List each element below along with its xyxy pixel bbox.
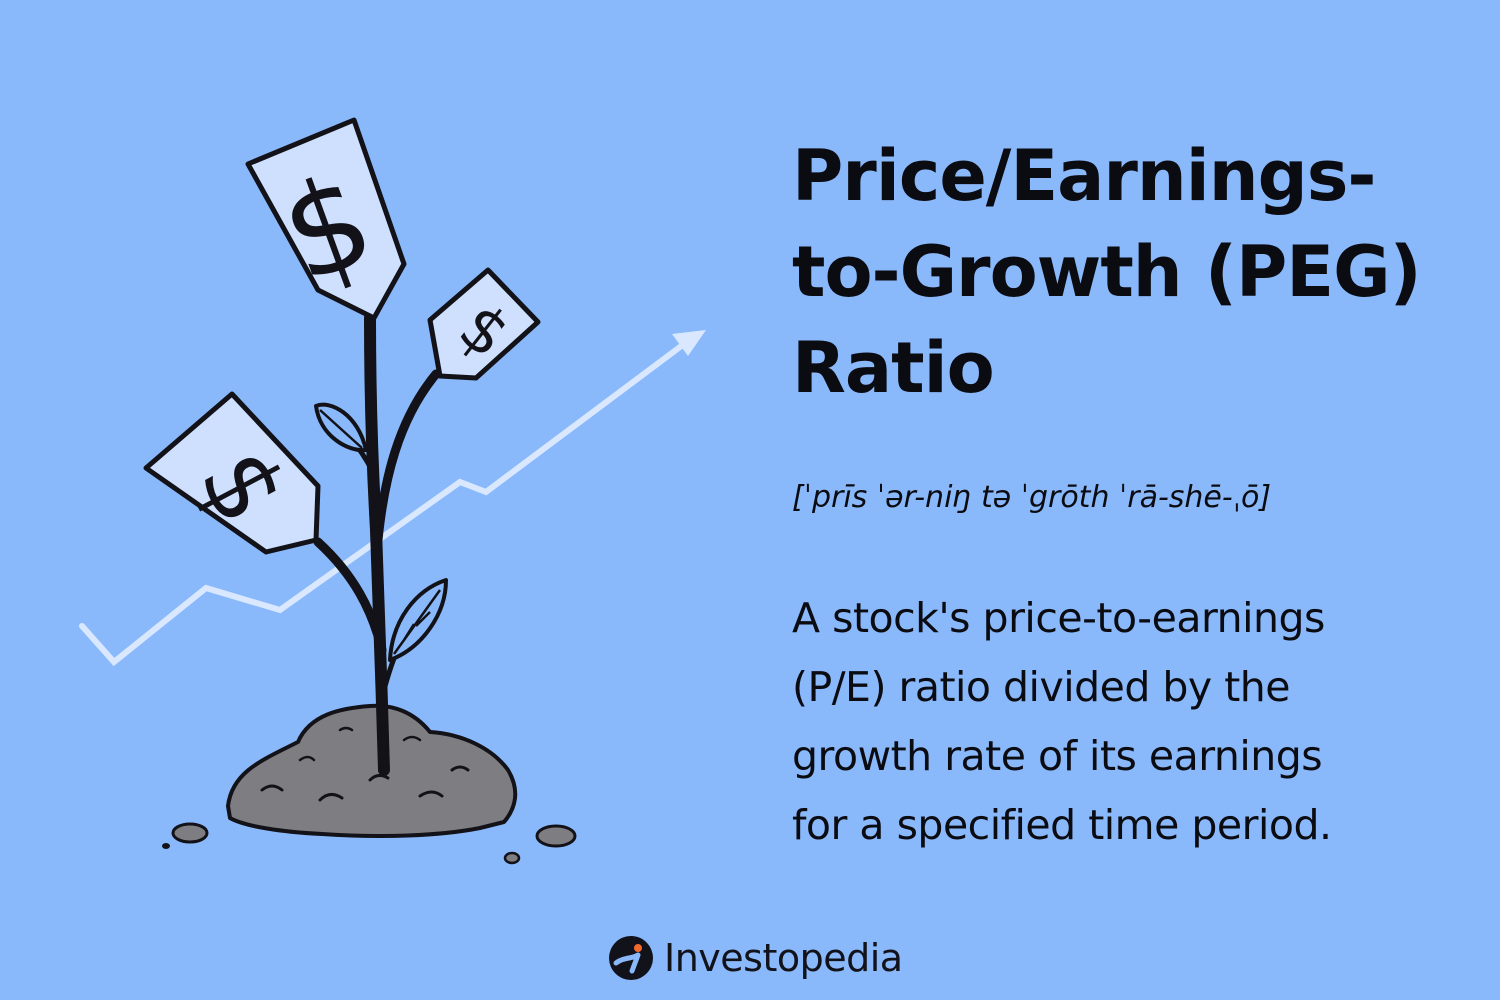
pronunciation-text: [ˈprīs ˈər-niŋ tə ˈgrōth ˈrā-shē-ˌō] — [792, 480, 1272, 515]
soil-mound-icon — [162, 703, 577, 865]
page-title: Price/Earnings- to-Growth (PEG) Ratio — [792, 135, 1422, 409]
definition-text: A stock's price-to-earnings (P/E) ratio … — [792, 594, 1332, 849]
brand-name: Investopedia — [664, 936, 903, 980]
leaf-icon — [388, 578, 448, 662]
price-tag-medium-icon: $ — [143, 391, 321, 555]
brand-logo: Investopedia — [608, 930, 903, 986]
price-tag-large-icon: $ — [245, 117, 407, 321]
leaf-icon — [314, 402, 368, 453]
plant-stem-icon — [313, 312, 441, 776]
trend-arrow-icon — [79, 330, 706, 667]
plant-growth-illustration: $ $ $ — [79, 117, 706, 865]
investopedia-logo-icon — [609, 936, 653, 980]
price-tag-small-icon: $ — [427, 267, 541, 381]
definition-header: Price/Earnings- to-Growth (PEG) Ratio — [792, 128, 1472, 416]
